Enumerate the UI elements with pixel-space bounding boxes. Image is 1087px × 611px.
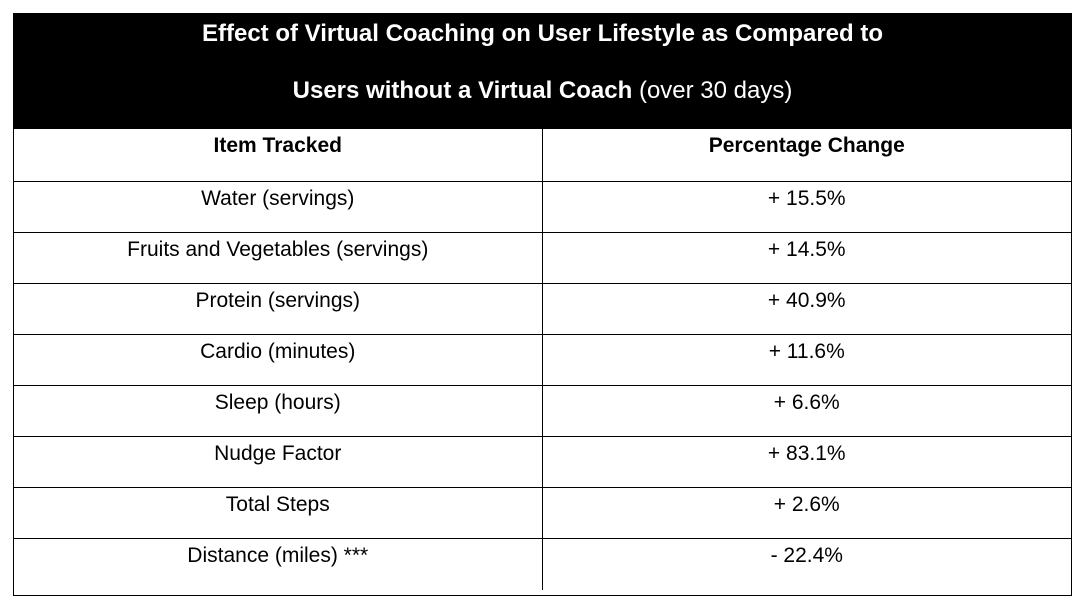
table-row: Total Steps + 2.6%: [14, 486, 1071, 538]
table-row: Water (servings) + 15.5%: [14, 180, 1071, 232]
results-table: Item Tracked Percentage Change Water (se…: [14, 129, 1071, 590]
item-cell: Sleep (hours): [14, 384, 543, 436]
table-row: Fruits and Vegetables (servings) + 14.5%: [14, 231, 1071, 283]
column-header-change: Percentage Change: [708, 134, 905, 157]
table-title-line2: Users without a Virtual Coach (over 30 d…: [14, 46, 1071, 103]
change-cell: + 15.5%: [542, 180, 1071, 232]
column-header-item: Item Tracked: [14, 129, 543, 181]
item-cell: Protein (servings): [14, 282, 543, 334]
table-row: Sleep (hours) + 6.6%: [14, 384, 1071, 436]
table-header-row: Item Tracked Percentage Change: [14, 129, 1071, 181]
item-cell: Cardio (minutes): [14, 333, 543, 385]
item-cell: Fruits and Vegetables (servings): [14, 231, 543, 283]
change-cell: + 14.5%: [542, 231, 1071, 283]
change-cell: + 83.1%: [542, 435, 1071, 487]
change-cell: - 22.4%: [542, 537, 1071, 590]
item-cell: Total Steps: [14, 486, 543, 538]
item-cell: Distance (miles) ***: [14, 537, 543, 590]
change-cell: + 2.6%: [542, 486, 1071, 538]
item-cell: Water (servings): [14, 180, 543, 232]
table-title-line1: Effect of Virtual Coaching on User Lifes…: [201, 20, 884, 47]
table-row: Cardio (minutes) + 11.6%: [14, 333, 1071, 385]
table-title-line2-bold: Users without a Virtual Coach: [292, 77, 633, 104]
table-title-line2-note: (over 30 days): [632, 77, 793, 104]
table-row: Protein (servings) + 40.9%: [14, 282, 1071, 334]
item-cell: Nudge Factor: [14, 435, 543, 487]
change-cell: + 40.9%: [542, 282, 1071, 334]
table-row: Distance (miles) *** - 22.4%: [14, 537, 1071, 590]
table-title-block: Effect of Virtual Coaching on User Lifes…: [14, 14, 1071, 129]
change-cell: + 6.6%: [542, 384, 1071, 436]
table-row: Nudge Factor + 83.1%: [14, 435, 1071, 487]
change-cell: + 11.6%: [542, 333, 1071, 385]
results-table-container: Effect of Virtual Coaching on User Lifes…: [13, 13, 1072, 596]
